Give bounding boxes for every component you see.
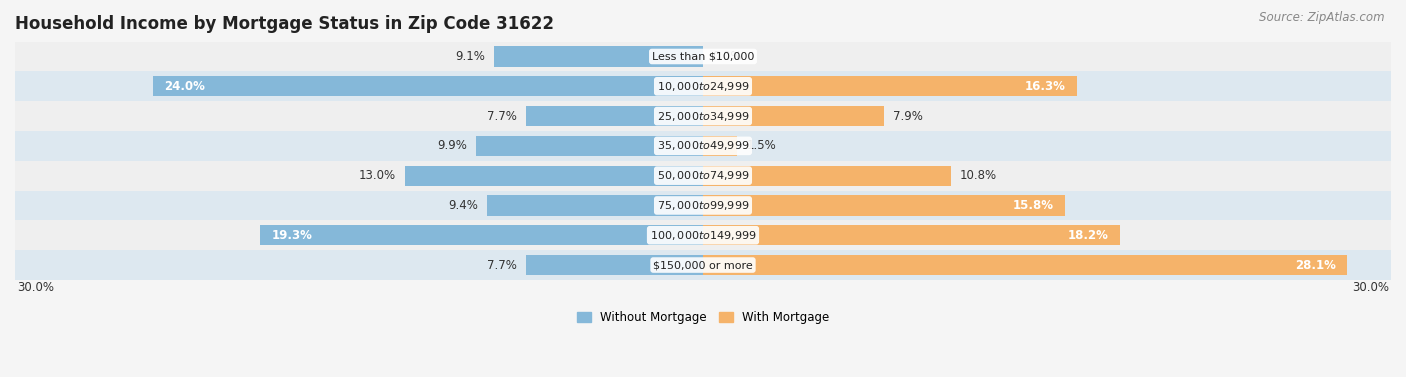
Bar — [15, 161, 1391, 190]
Text: 9.4%: 9.4% — [449, 199, 478, 212]
Text: $150,000 or more: $150,000 or more — [654, 260, 752, 270]
Text: 0.0%: 0.0% — [713, 50, 742, 63]
Bar — [15, 101, 1391, 131]
Bar — [703, 195, 1066, 216]
Text: $100,000 to $149,999: $100,000 to $149,999 — [650, 229, 756, 242]
Bar — [526, 106, 703, 126]
Bar — [703, 166, 950, 186]
Text: $75,000 to $99,999: $75,000 to $99,999 — [657, 199, 749, 212]
Legend: Without Mortgage, With Mortgage: Without Mortgage, With Mortgage — [572, 306, 834, 329]
Text: 10.8%: 10.8% — [960, 169, 997, 182]
Bar — [488, 195, 703, 216]
Text: 15.8%: 15.8% — [1012, 199, 1054, 212]
Bar — [703, 106, 884, 126]
Bar — [526, 255, 703, 275]
Text: 1.5%: 1.5% — [747, 139, 776, 152]
Bar — [703, 255, 1347, 275]
Bar — [15, 41, 1391, 71]
Bar — [405, 166, 703, 186]
Text: 19.3%: 19.3% — [271, 229, 312, 242]
Bar — [703, 225, 1121, 245]
Text: Source: ZipAtlas.com: Source: ZipAtlas.com — [1260, 11, 1385, 24]
Text: 7.7%: 7.7% — [488, 259, 517, 271]
Bar — [15, 71, 1391, 101]
Bar — [15, 250, 1391, 280]
Text: $35,000 to $49,999: $35,000 to $49,999 — [657, 139, 749, 152]
Text: $25,000 to $34,999: $25,000 to $34,999 — [657, 110, 749, 123]
Text: Household Income by Mortgage Status in Zip Code 31622: Household Income by Mortgage Status in Z… — [15, 15, 554, 33]
Text: 18.2%: 18.2% — [1069, 229, 1109, 242]
Text: 13.0%: 13.0% — [359, 169, 395, 182]
Bar — [153, 76, 703, 97]
Bar — [15, 190, 1391, 220]
Text: $50,000 to $74,999: $50,000 to $74,999 — [657, 169, 749, 182]
Text: 7.9%: 7.9% — [893, 110, 924, 123]
Bar — [260, 225, 703, 245]
Bar — [703, 136, 737, 156]
Text: 28.1%: 28.1% — [1295, 259, 1336, 271]
Bar — [477, 136, 703, 156]
Text: 7.7%: 7.7% — [488, 110, 517, 123]
Text: 30.0%: 30.0% — [17, 280, 55, 294]
Text: Less than $10,000: Less than $10,000 — [652, 52, 754, 61]
Bar — [703, 76, 1077, 97]
Text: 24.0%: 24.0% — [165, 80, 205, 93]
Bar — [15, 220, 1391, 250]
Bar — [495, 46, 703, 67]
Text: 9.1%: 9.1% — [456, 50, 485, 63]
Bar — [15, 131, 1391, 161]
Text: $10,000 to $24,999: $10,000 to $24,999 — [657, 80, 749, 93]
Text: 16.3%: 16.3% — [1025, 80, 1066, 93]
Text: 30.0%: 30.0% — [1351, 280, 1389, 294]
Text: 9.9%: 9.9% — [437, 139, 467, 152]
